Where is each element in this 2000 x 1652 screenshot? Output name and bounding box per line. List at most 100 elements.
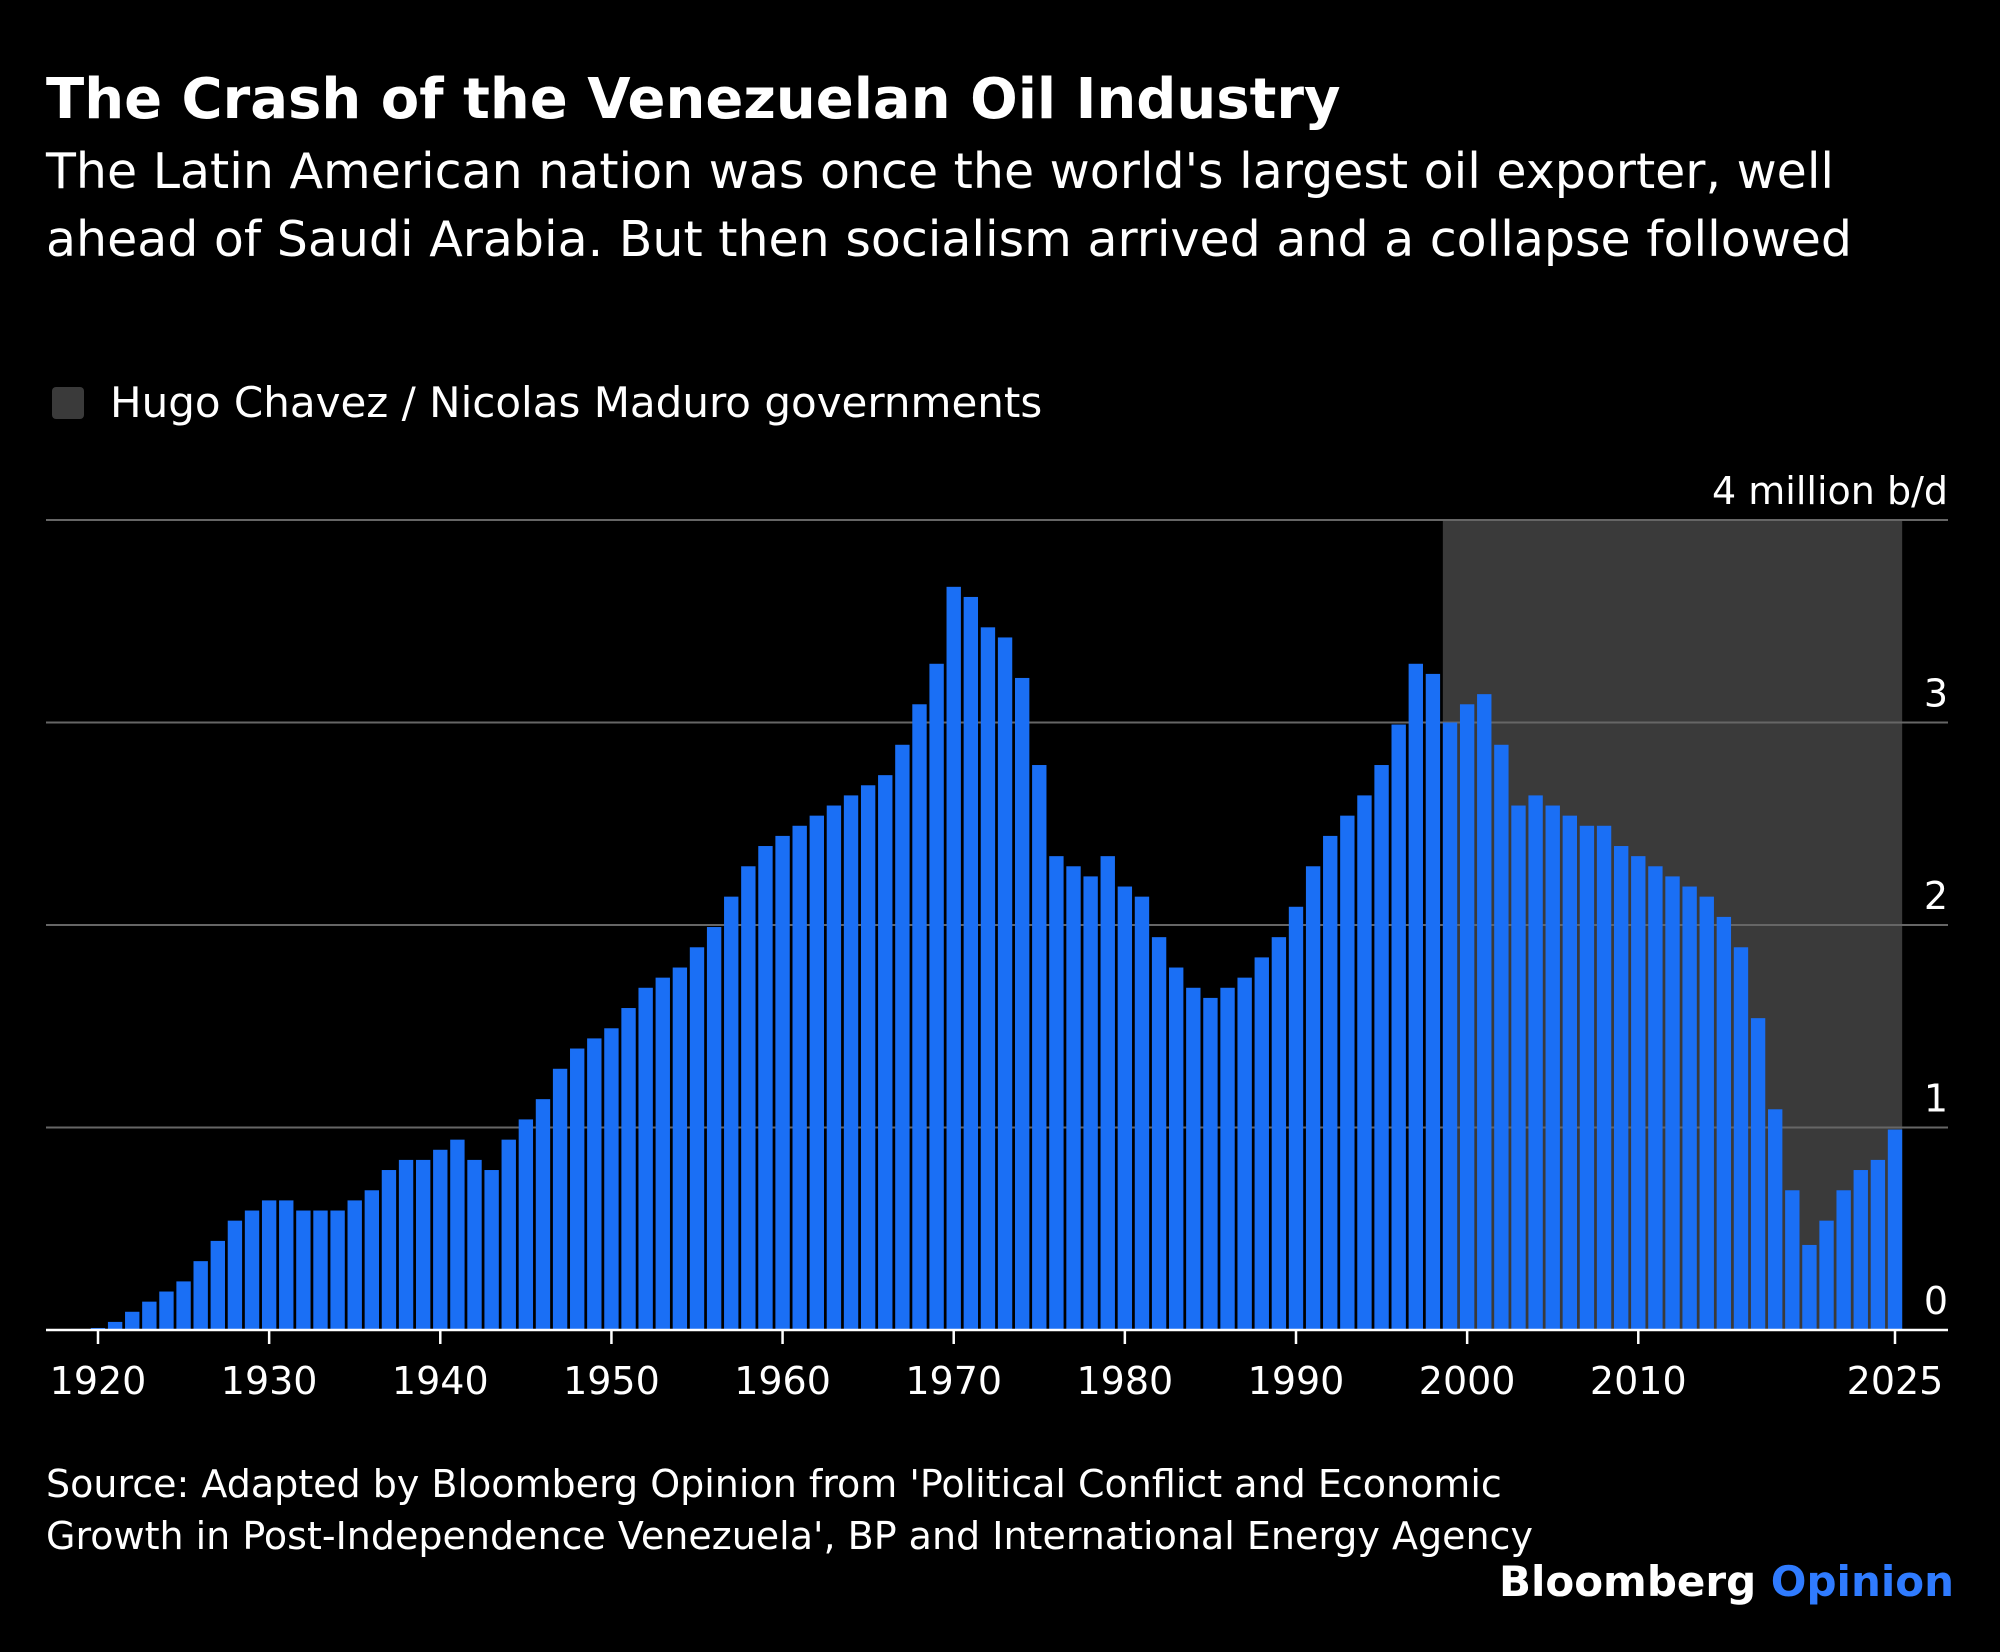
bar: [1716, 916, 1732, 1330]
bar: [1699, 896, 1714, 1330]
bar: [604, 1028, 619, 1330]
legend: Hugo Chavez / Nicolas Maduro governments: [52, 378, 1042, 428]
y-tick-label: 4 million b/d: [1712, 469, 1948, 513]
bar-chart: 1920 1930 1940 1950 1960 1970 1980 1990 2000 2010…: [46, 469, 1948, 1403]
bar: [1853, 1170, 1868, 1330]
bar: [1887, 1129, 1903, 1330]
x-tick-label: 1960: [734, 1359, 831, 1403]
bar: [1305, 866, 1321, 1330]
source-note: Source: Adapted by Bloomberg Opinion fro…: [46, 1462, 1533, 1558]
bar: [706, 927, 722, 1330]
bar: [450, 1139, 465, 1330]
bar: [878, 775, 893, 1330]
x-tick-label: 1930: [221, 1359, 318, 1403]
bar: [1494, 744, 1509, 1330]
bar: [313, 1210, 328, 1330]
bar: [535, 1099, 551, 1330]
x-tick-label: 1920: [50, 1359, 147, 1403]
bar: [381, 1170, 397, 1330]
bar: [1785, 1190, 1800, 1330]
bar: [330, 1210, 345, 1330]
bar: [741, 866, 756, 1330]
bar: [792, 825, 807, 1330]
bar: [997, 637, 1013, 1330]
bar: [843, 795, 859, 1330]
x-tick-label: 1980: [1076, 1359, 1173, 1403]
bar: [347, 1200, 362, 1330]
bar: [1288, 906, 1304, 1330]
bar: [1733, 947, 1749, 1330]
bar: [689, 947, 705, 1330]
bars: [90, 586, 1903, 1330]
bar: [244, 1210, 260, 1330]
bar: [672, 967, 688, 1330]
bar: [1613, 846, 1629, 1330]
chart-subtitle: The Latin American nation was once the w…: [46, 143, 1853, 268]
bar: [638, 987, 653, 1330]
bar: [1117, 886, 1133, 1330]
bar: [570, 1048, 585, 1330]
bar: [159, 1291, 174, 1330]
bar: [809, 815, 824, 1330]
x-tick-label: 2000: [1419, 1359, 1516, 1403]
legend-label: Hugo Chavez / Nicolas Maduro governments: [110, 378, 1043, 427]
bar: [1049, 856, 1064, 1330]
bar: [929, 663, 944, 1330]
bar: [107, 1321, 123, 1330]
bar: [1768, 1109, 1783, 1330]
bar: [1477, 694, 1492, 1330]
brand-logo: Bloomberg Opinion: [1499, 1555, 1954, 1609]
bar: [826, 805, 842, 1330]
bar: [1425, 673, 1441, 1330]
brand-name: Bloomberg: [1498, 1557, 1757, 1606]
bar: [193, 1261, 208, 1330]
y-tick-label: 2: [1924, 874, 1948, 918]
bar: [1357, 795, 1372, 1330]
bar: [1254, 957, 1269, 1330]
bar: [398, 1159, 414, 1330]
bar: [1032, 765, 1047, 1330]
bar: [1340, 815, 1355, 1330]
bar: [142, 1301, 157, 1330]
bar: [1066, 866, 1081, 1330]
bar: [1100, 856, 1115, 1330]
brand-opinion: Opinion: [1770, 1557, 1954, 1606]
bar: [963, 596, 979, 1330]
bar: [758, 846, 773, 1330]
bar: [279, 1200, 294, 1330]
bar: [775, 835, 790, 1330]
x-tick-label: 2010: [1590, 1359, 1687, 1403]
bar: [1579, 825, 1595, 1330]
bar: [210, 1240, 225, 1330]
bar: [1819, 1220, 1834, 1330]
bar: [364, 1190, 380, 1330]
gridlines: [46, 519, 1948, 1129]
bar: [946, 586, 961, 1330]
bar: [125, 1311, 140, 1330]
bar: [1271, 937, 1287, 1330]
x-tick-label: 2025: [1847, 1359, 1944, 1403]
axis-labels: 1920 1930 1940 1950 1960 1970 1980 1990 2000 2010…: [50, 469, 1948, 1403]
x-tick-label: 1990: [1248, 1359, 1345, 1403]
bar: [1203, 997, 1218, 1330]
bar: [1220, 987, 1235, 1330]
bar: [1014, 677, 1030, 1330]
bar: [1648, 866, 1663, 1330]
bar: [1870, 1159, 1886, 1330]
bar: [587, 1038, 602, 1330]
legend-swatch: [52, 387, 84, 419]
bar: [1083, 876, 1098, 1330]
x-axis: [46, 1328, 1948, 1344]
bar: [415, 1159, 431, 1330]
bar: [1528, 795, 1543, 1330]
x-tick-label: 1970: [905, 1359, 1002, 1403]
bar: [1511, 805, 1526, 1330]
bar: [1631, 856, 1646, 1330]
bar: [501, 1139, 516, 1330]
bar: [296, 1210, 311, 1330]
x-tick-label: 1940: [392, 1359, 489, 1403]
bar: [1459, 704, 1475, 1330]
bar: [980, 627, 996, 1330]
bar: [1442, 722, 1458, 1330]
bar: [724, 896, 739, 1330]
